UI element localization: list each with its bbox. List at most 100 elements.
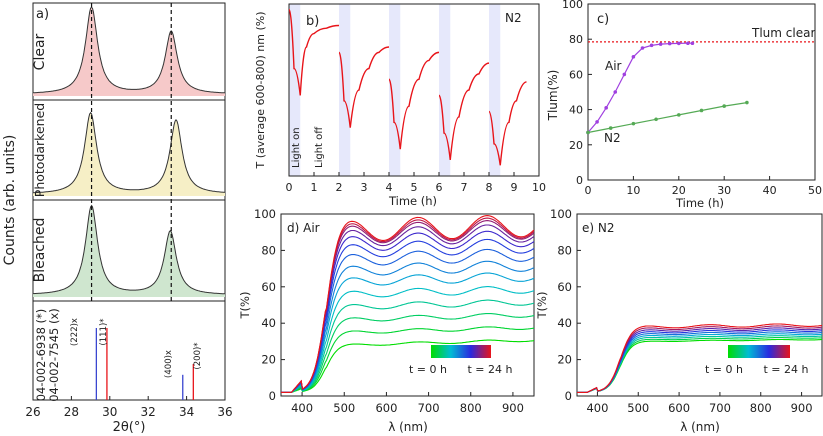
data-point	[667, 41, 672, 46]
spectrum-line	[281, 299, 535, 393]
pattern-curve-clear	[32, 6, 226, 94]
y-tick-label: 100	[254, 207, 276, 221]
light-on-shading	[289, 4, 301, 176]
data-point	[677, 113, 681, 117]
panel-a-reference-frame	[32, 300, 226, 401]
data-point	[604, 106, 608, 110]
panel-b: 0 1 2 3 4 5 6 7 8 9 10 b) N2 Light on Light off T …	[254, 3, 546, 208]
x-tick-label: 40	[763, 184, 777, 197]
x-tick-label: 32	[141, 405, 156, 419]
y-tick-label: 40	[557, 316, 572, 330]
panel-c-x-axis-label: Time (h)	[675, 196, 724, 210]
panel-d-label: d) Air	[287, 221, 320, 235]
panel-e-label: e) N2	[582, 221, 615, 235]
light-off-label: Light off	[314, 126, 325, 168]
spectrum-line	[281, 248, 535, 393]
transmittance-segment	[388, 78, 401, 150]
panel-e-spectra	[577, 323, 823, 393]
reference-label-6938: 04-002-6938 (*)	[34, 309, 48, 402]
x-tick-label: 900	[502, 401, 524, 415]
spectrum-line	[281, 326, 535, 393]
light-on-shading	[389, 4, 401, 176]
data-point	[686, 41, 690, 46]
y-tick-label: 80	[261, 243, 276, 257]
panel-a-clear-frame	[32, 2, 226, 101]
data-point	[654, 117, 658, 122]
tlum-clear-label: Tlum clear	[751, 26, 815, 40]
light-on-shading	[339, 4, 351, 176]
row-label-clear: Clear	[32, 33, 48, 70]
transmittance-segment	[499, 81, 527, 166]
data-point	[658, 42, 663, 46]
x-tick-label: 4	[386, 181, 393, 194]
data-point	[699, 108, 704, 113]
y-tick-label: 60	[569, 68, 583, 81]
panel-b-species-label: N2	[505, 11, 522, 25]
spectrum-line	[281, 313, 535, 393]
x-tick-label: 10	[532, 181, 546, 194]
transmittance-segment	[438, 94, 451, 160]
x-tick-label: 900	[791, 401, 813, 415]
panel-a: 26 28 30 32 34 36 a) Clear Photodarkened Blea…	[2, 2, 233, 435]
panel-b-y-axis-label: T (average 600-800) nm (%)	[254, 11, 267, 169]
y-tick-label: 60	[261, 280, 276, 294]
transmittance-segment	[449, 62, 490, 160]
transmittance-segment	[399, 51, 440, 150]
y-tick-label: 100	[562, 0, 583, 11]
y-tick-label: 60	[557, 280, 572, 294]
x-tick-label: 3	[361, 181, 368, 194]
y-tick-label: 100	[550, 207, 572, 221]
panel-e-x-axis-label: λ (nm)	[680, 420, 720, 434]
transmittance-segment	[299, 24, 340, 96]
transmittance-segment	[288, 8, 301, 96]
x-tick-label: 500	[627, 401, 649, 415]
x-tick-label: 0	[286, 181, 293, 194]
x-tick-label: 700	[418, 401, 440, 415]
panel-e-colorbar	[728, 345, 790, 358]
data-point	[595, 120, 599, 124]
data-point	[586, 130, 590, 135]
y-tick-label: 20	[261, 353, 276, 367]
light-on-label: Light on	[291, 127, 302, 168]
panel-b-x-ticks: 0 1 2 3 4 5 6 7 8 9 10	[286, 172, 546, 194]
panel-c-ticks: 0 10 20 30 40 50 0 20 40 60 80 100	[562, 0, 822, 197]
panel-b-transmittance-series	[288, 8, 527, 166]
panel-a-x-ticks: 26 28 30 32 34 36	[25, 396, 233, 419]
panel-e-y-axis-label: T(%)	[535, 292, 549, 320]
panel-e-colorbar-start: t = 0 h	[705, 363, 743, 376]
x-tick-label: 6	[436, 181, 443, 194]
pattern-curve-photodarkened	[33, 111, 226, 194]
panel-a-bleached-frame	[32, 199, 226, 302]
y-tick-label: 80	[557, 243, 572, 257]
panel-d-ticks: 400 500 600 700 800 900 0 20 40 60 80 100	[254, 207, 524, 415]
light-on-shading	[439, 4, 451, 176]
panel-a-label: a)	[36, 7, 49, 22]
peak-label-200: (200)*	[193, 342, 203, 369]
x-tick-label: 9	[511, 181, 518, 194]
x-tick-label: 20	[672, 184, 686, 197]
spectrum-line	[281, 260, 535, 393]
panel-d-colorbar-end: t = 24 h	[468, 363, 513, 376]
pattern-fill-bleached	[33, 205, 225, 297]
x-tick-label: 600	[375, 401, 397, 415]
air-series-label: Air	[605, 59, 622, 73]
transmittance-segment	[349, 46, 390, 128]
panel-b-label: b)	[306, 14, 319, 29]
x-tick-label: 30	[717, 184, 731, 197]
panel-d-x-axis-label: λ (nm)	[388, 420, 428, 434]
x-tick-label: 5	[411, 181, 418, 194]
x-tick-label: 600	[668, 401, 690, 415]
n2-series-label: N2	[604, 131, 621, 145]
y-tick-label: 0	[565, 389, 572, 403]
x-tick-label: 50	[808, 184, 822, 197]
panel-a-x-axis-label: 2θ(°)	[113, 420, 146, 435]
x-tick-label: 34	[179, 405, 194, 419]
pattern-fill-clear	[33, 7, 225, 96]
panel-d-y-axis-label: T(%)	[238, 292, 252, 320]
panel-d-frame	[280, 213, 535, 397]
panel-b-x-axis-label: Time (h)	[388, 194, 437, 208]
panel-a-y-axis-label: Counts (arb. units)	[2, 135, 18, 266]
y-tick-label: 0	[576, 174, 583, 187]
pattern-curve-bleached	[33, 204, 225, 295]
panel-d-colorbar	[431, 345, 491, 358]
